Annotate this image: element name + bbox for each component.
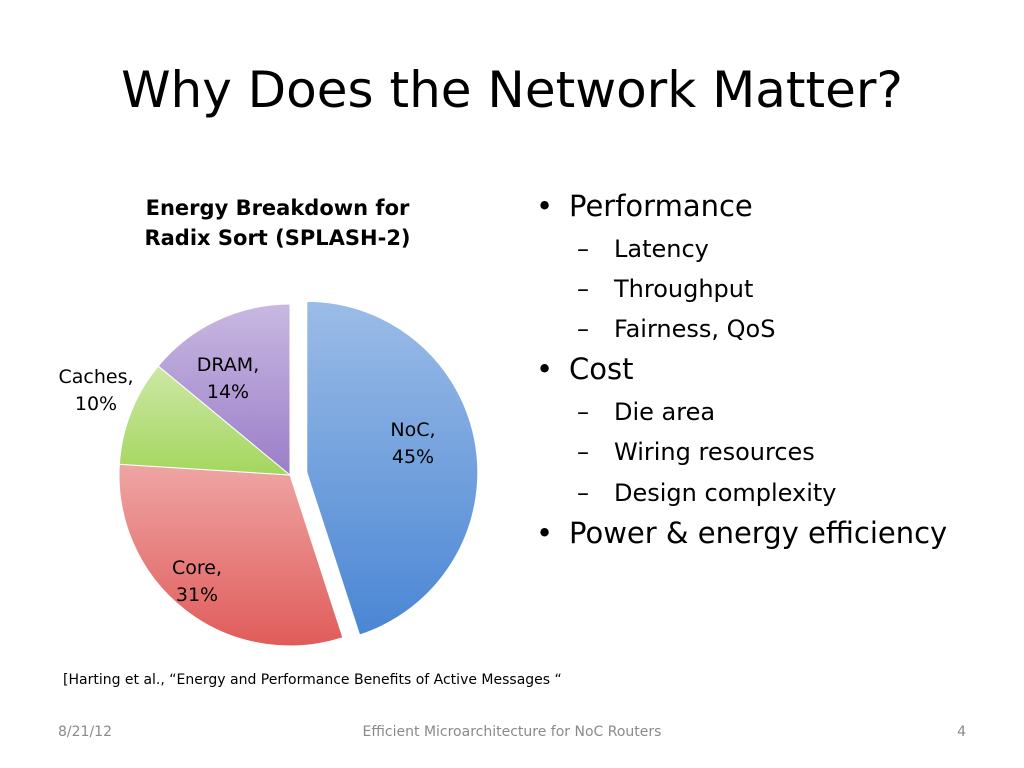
pie-labels: NoC, 45% Core, 31% Caches, 10% DRAM, 14% <box>58 354 435 606</box>
sub-bullet-item: Throughput <box>532 274 1012 305</box>
pie-label-line: DRAM, <box>197 354 260 376</box>
sub-bullet-item: Wiring resources <box>532 437 1012 468</box>
footer-date: 8/21/12 <box>58 724 112 740</box>
footer-page-number: 4 <box>957 724 966 740</box>
pie-label-line: 31% <box>176 584 218 606</box>
pie-slice-noc <box>306 300 479 636</box>
pie-slice-dram <box>157 303 291 477</box>
pie-label-core: Core, 31% <box>172 557 222 606</box>
pie-slice-caches <box>118 365 292 476</box>
chart-title-line-2: Radix Sort (SPLASH-2) <box>144 226 411 251</box>
slide-title: Why Does the Network Matter? <box>121 61 903 119</box>
pie-label-dram: DRAM, 14% <box>197 354 260 403</box>
bullet-item: Performance <box>532 188 1012 225</box>
pie-label-line: 45% <box>392 446 434 468</box>
bullet-item: Power & energy efficiency <box>532 515 1012 552</box>
footer-title: Efficient Microarchitecture for NoC Rout… <box>362 724 662 740</box>
sub-bullet-item: Die area <box>532 397 1012 428</box>
pie-slices <box>118 300 479 647</box>
pie-label-noc: NoC, 45% <box>390 419 435 468</box>
sub-bullet-item: Design complexity <box>532 478 1012 509</box>
pie-label-line: 14% <box>207 381 249 403</box>
sub-bullet-item: Latency <box>532 234 1012 265</box>
sub-bullet-item: Fairness, QoS <box>532 314 1012 345</box>
pie-label-line: Caches, <box>58 366 133 388</box>
citation: [Harting et al., “Energy and Performance… <box>63 672 562 688</box>
pie-label-line: 10% <box>75 393 117 415</box>
chart-title-line-1: Energy Breakdown for <box>145 196 410 220</box>
pie-label-caches: Caches, 10% <box>58 366 133 415</box>
chart-title: Energy Breakdown for Radix Sort (SPLASH-… <box>100 193 455 254</box>
pie-slice-core <box>118 463 344 647</box>
bullet-item: Cost <box>532 351 1012 388</box>
pie-label-line: Core, <box>172 557 222 579</box>
pie-label-line: NoC, <box>390 419 435 441</box>
bullet-list: Performance Latency Throughput Fairness, Qo… <box>532 182 1012 552</box>
